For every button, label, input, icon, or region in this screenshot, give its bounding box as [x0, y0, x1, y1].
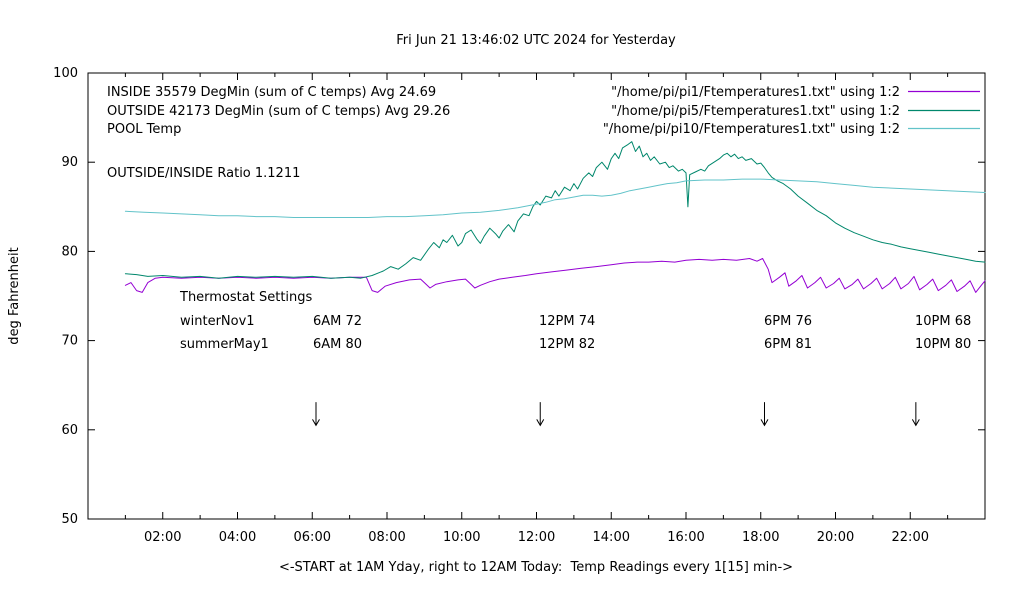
- y-tick-label: 80: [61, 244, 78, 259]
- x-tick-label: 14:00: [593, 530, 630, 545]
- plot-area: 02:00 04:00 06:00 08:00 10:00 12:00 14:00 16:00…: [53, 66, 986, 545]
- y-axis-label: deg Fahrenheit: [7, 247, 22, 344]
- x-tick-label: 10:00: [443, 530, 480, 545]
- x-tick-label: 06:00: [294, 530, 331, 545]
- x-tick-label: 22:00: [892, 530, 929, 545]
- thermostat-winter-6am: 6AM 72: [313, 314, 362, 329]
- legend-label-outside: OUTSIDE 42173 DegMin (sum of C temps) Av…: [107, 104, 450, 119]
- series-pool-line: [124, 178, 986, 218]
- x-tick-label: 12:00: [518, 530, 555, 545]
- down-arrow-head-icon: [312, 419, 320, 427]
- y-tick-label: 60: [61, 423, 78, 438]
- x-tick-label: 04:00: [219, 530, 256, 545]
- down-arrow-head-icon: [911, 419, 920, 427]
- thermostat-summer-name: summerMay1: [180, 337, 269, 352]
- legend-file-inside: "/home/pi/pi1/Ftemperatures1.txt" using …: [611, 85, 900, 100]
- thermostat-winter-6pm: 6PM 76: [764, 314, 812, 329]
- down-arrow-head-icon: [536, 419, 545, 427]
- legend-label-inside: INSIDE 35579 DegMin (sum of C temps) Avg…: [107, 85, 436, 100]
- ratio-text: OUTSIDE/INSIDE Ratio 1.1211: [107, 166, 300, 181]
- thermostat-summer-6pm: 6PM 81: [764, 337, 812, 352]
- down-arrow-head-icon: [760, 419, 769, 427]
- legend-file-outside: "/home/pi/pi5/Ftemperatures1.txt" using …: [611, 104, 900, 119]
- thermostat-summer-10pm: 10PM 80: [915, 337, 971, 352]
- thermostat-winter-10pm: 10PM 68: [915, 314, 971, 329]
- thermostat-heading: Thermostat Settings: [179, 290, 313, 305]
- thermostat-summer-6am: 6AM 80: [313, 337, 362, 352]
- thermostat-summer-12pm: 12PM 82: [539, 337, 595, 352]
- x-axis-label: <-START at 1AM Yday, right to 12AM Today…: [279, 560, 793, 575]
- thermostat-winter-12pm: 12PM 74: [539, 314, 595, 329]
- y-tick-label: 70: [61, 334, 78, 349]
- thermostat-winter-name: winterNov1: [180, 314, 255, 329]
- x-tick-label: 02:00: [144, 530, 181, 545]
- x-tick-label: 20:00: [817, 530, 854, 545]
- y-tick-label: 50: [61, 512, 78, 527]
- series-inside-line: [124, 258, 986, 293]
- series-outside-line: [124, 141, 986, 279]
- x-tick-label: 08:00: [368, 530, 405, 545]
- legend-label-pool: POOL Temp: [107, 122, 181, 137]
- x-tick-label: 16:00: [667, 530, 704, 545]
- y-tick-label: 100: [53, 66, 78, 81]
- x-tick-label: 18:00: [742, 530, 779, 545]
- legend-file-pool: "/home/pi/pi10/Ftemperatures1.txt" using…: [603, 122, 900, 137]
- chart-title: Fri Jun 21 13:46:02 UTC 2024 for Yesterd…: [396, 33, 676, 48]
- y-tick-label: 90: [61, 155, 78, 170]
